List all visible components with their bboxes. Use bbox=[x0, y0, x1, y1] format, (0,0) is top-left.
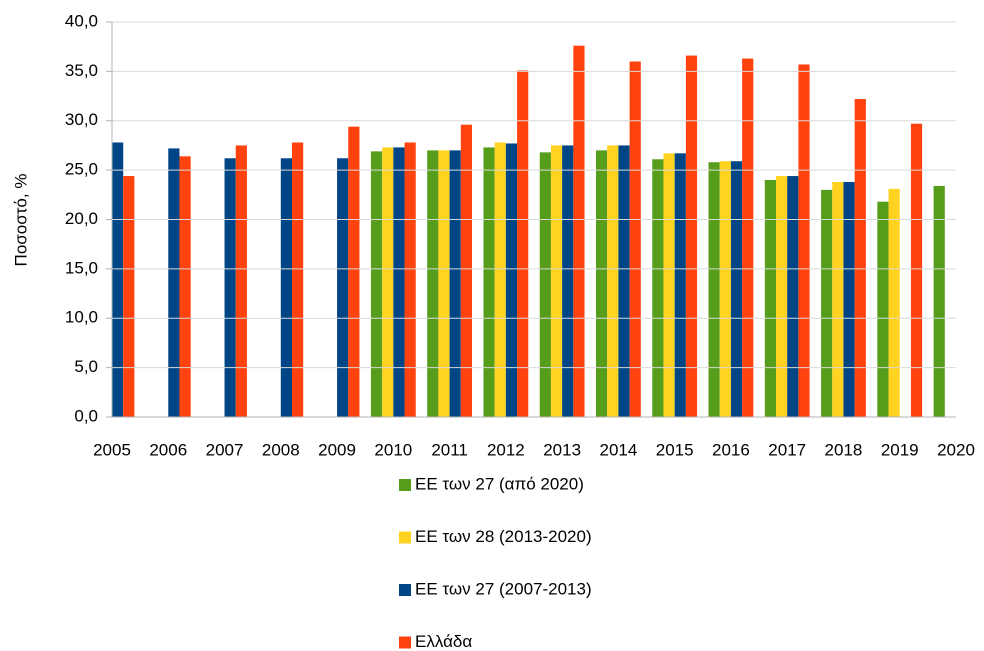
legend-swatch bbox=[399, 479, 411, 491]
bar bbox=[821, 189, 833, 417]
bar bbox=[798, 64, 810, 418]
x-tick-label: 2006 bbox=[149, 440, 187, 459]
bar bbox=[483, 147, 495, 417]
y-tick-label: 20,0 bbox=[65, 209, 98, 228]
bar bbox=[674, 153, 686, 417]
bar bbox=[618, 145, 630, 417]
bar bbox=[460, 124, 472, 417]
bar bbox=[517, 70, 529, 417]
bar bbox=[719, 161, 731, 417]
y-tick-label: 10,0 bbox=[65, 308, 98, 327]
bar bbox=[730, 161, 743, 417]
bar bbox=[179, 156, 191, 418]
legend-label: ΕΕ των 27 (2007-2013) bbox=[415, 579, 592, 598]
bar bbox=[685, 55, 698, 417]
bar bbox=[562, 145, 574, 417]
bar bbox=[427, 150, 439, 417]
legend-swatch bbox=[399, 531, 411, 544]
bar bbox=[910, 123, 923, 418]
x-tick-label: 2008 bbox=[262, 440, 300, 459]
bar bbox=[224, 158, 236, 417]
bar bbox=[607, 145, 619, 417]
y-tick-label: 40,0 bbox=[65, 11, 98, 30]
bar bbox=[494, 142, 506, 417]
bar bbox=[280, 158, 292, 417]
bar bbox=[854, 99, 866, 418]
bar bbox=[573, 45, 585, 417]
bar bbox=[382, 147, 394, 417]
bar bbox=[235, 145, 247, 417]
y-tick-label: 5,0 bbox=[74, 357, 98, 376]
bar bbox=[348, 126, 360, 418]
x-tick-label: 2018 bbox=[825, 440, 863, 459]
x-tick-label: 2017 bbox=[768, 440, 806, 459]
bar bbox=[123, 176, 135, 417]
bar bbox=[708, 162, 720, 417]
bar bbox=[539, 152, 551, 417]
bar bbox=[292, 142, 304, 417]
x-tick-label: 2009 bbox=[318, 440, 356, 459]
bar bbox=[742, 58, 754, 417]
legend-label: ΕΕ των 28 (2013-2020) bbox=[415, 527, 592, 546]
legend-swatch bbox=[399, 584, 411, 596]
x-tick-label: 2007 bbox=[206, 440, 244, 459]
x-tick-label: 2015 bbox=[656, 440, 694, 459]
y-tick-label: 0,0 bbox=[74, 406, 98, 425]
bar bbox=[629, 61, 641, 417]
bar bbox=[112, 142, 124, 417]
bar bbox=[393, 147, 405, 417]
legend-swatch bbox=[399, 636, 411, 649]
x-tick-label: 2016 bbox=[712, 440, 750, 459]
bar bbox=[787, 176, 799, 417]
bar bbox=[652, 159, 664, 417]
bar bbox=[337, 158, 349, 417]
plot-area bbox=[112, 45, 945, 418]
x-tick-label: 2020 bbox=[937, 440, 975, 459]
y-tick-label: 15,0 bbox=[65, 258, 98, 277]
bar bbox=[832, 181, 844, 417]
x-tick-label: 2013 bbox=[543, 440, 581, 459]
x-tick-label: 2010 bbox=[374, 440, 412, 459]
bar bbox=[550, 145, 563, 417]
x-tick-label: 2005 bbox=[93, 440, 131, 459]
x-tick-label: 2014 bbox=[599, 440, 637, 459]
bar bbox=[596, 150, 608, 417]
x-tick-label: 2011 bbox=[431, 440, 468, 459]
x-tick-label: 2012 bbox=[487, 440, 525, 459]
y-axis-title: Ποσοστό, % bbox=[11, 174, 30, 267]
bar bbox=[505, 143, 518, 417]
bar bbox=[764, 180, 776, 417]
bar bbox=[663, 153, 675, 417]
legend-label: ΕΕ των 27 (από 2020) bbox=[415, 474, 584, 493]
bar bbox=[776, 176, 788, 417]
bar bbox=[404, 142, 416, 417]
y-tick-label: 25,0 bbox=[65, 160, 98, 179]
bar bbox=[933, 185, 945, 417]
bar bbox=[843, 181, 855, 417]
y-tick-label: 35,0 bbox=[65, 61, 98, 80]
x-tick-label: 2019 bbox=[881, 440, 919, 459]
y-tick-label: 30,0 bbox=[65, 110, 98, 129]
legend-label: Ελλάδα bbox=[415, 632, 472, 651]
bar bbox=[877, 201, 889, 417]
bar bbox=[888, 188, 900, 417]
bar bbox=[438, 150, 450, 417]
bar bbox=[168, 148, 180, 417]
bar bbox=[370, 151, 383, 418]
bar bbox=[449, 150, 461, 417]
